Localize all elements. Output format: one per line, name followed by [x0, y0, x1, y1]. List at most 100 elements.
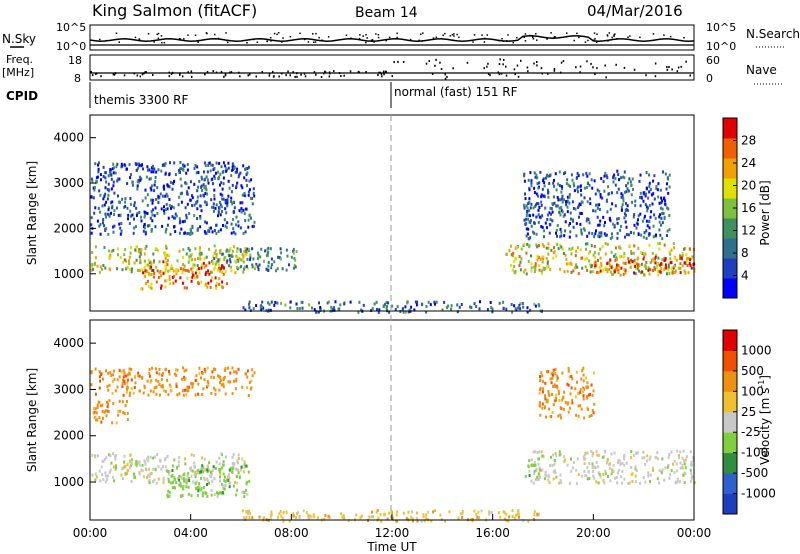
nsearch-point [451, 39, 454, 41]
echo-cell [154, 175, 157, 179]
echo-cell [502, 307, 505, 310]
colorbar-tick-label: 28 [741, 134, 756, 148]
echo-cell [138, 180, 140, 184]
echo-cell [206, 192, 208, 196]
echo-cell [133, 261, 136, 265]
echo-cell [307, 516, 310, 520]
x-tick-label: 04:00 [173, 526, 208, 540]
echo-cell [470, 517, 473, 521]
nsky-strip [89, 24, 695, 51]
echo-cell [165, 203, 168, 206]
echo-cell [602, 180, 605, 184]
echo-cell [243, 491, 246, 495]
echo-cell [557, 182, 560, 186]
nave-point [500, 72, 503, 75]
echo-cell [212, 465, 215, 469]
echo-cell [222, 463, 225, 467]
echo-cell [126, 385, 129, 389]
nave-point [294, 75, 296, 78]
nave-point [590, 62, 592, 65]
echo-cell [686, 264, 689, 267]
echo-cell [143, 215, 146, 219]
echo-cell [681, 254, 684, 258]
echo-cell [110, 461, 113, 465]
echo-cell [606, 458, 609, 462]
echo-cell [177, 464, 180, 468]
echo-cell [158, 271, 161, 275]
echo-cell [579, 222, 582, 226]
echo-cell [545, 226, 548, 230]
echo-cell [161, 194, 164, 198]
echo-cell [631, 480, 634, 483]
echo-cell [604, 472, 607, 476]
echo-cell [653, 197, 656, 201]
nsearch-point [593, 32, 596, 34]
echo-cell [591, 466, 594, 470]
nave-point [255, 75, 257, 78]
nsearch-axis-top: 10^5 [706, 21, 736, 34]
echo-cell [150, 170, 153, 174]
echo-cell [561, 398, 564, 402]
echo-cell [226, 221, 229, 225]
echo-cell [172, 486, 175, 489]
echo-cell [113, 209, 116, 213]
echo-cell [526, 242, 529, 246]
echo-cell [207, 281, 210, 285]
echo-cell [174, 478, 177, 481]
echo-cell [180, 227, 183, 231]
echo-cell [202, 387, 205, 391]
echo-cell [631, 260, 634, 264]
echo-cell [586, 200, 589, 204]
echo-cell [610, 452, 613, 456]
echo-cell [618, 265, 621, 269]
echo-cell [149, 186, 152, 190]
echo-cell [217, 263, 220, 267]
echo-cell [445, 306, 448, 310]
echo-cell [130, 386, 133, 390]
echo-cell [665, 187, 668, 191]
echo-cell [218, 462, 221, 466]
echo-cell [661, 199, 664, 203]
echo-cell [204, 370, 207, 374]
echo-cell [151, 213, 154, 217]
echo-cell [574, 266, 577, 270]
echo-cell [176, 368, 179, 372]
echo-cell [122, 378, 124, 382]
echo-cell [236, 481, 239, 485]
echo-cell [202, 193, 205, 197]
echo-cell [130, 246, 133, 249]
echo-cell [141, 268, 144, 272]
echo-cell [249, 255, 252, 259]
echo-cell [122, 393, 125, 397]
echo-cell [126, 472, 129, 475]
echo-cell [167, 216, 170, 220]
echo-cell [228, 257, 231, 261]
echo-cell [92, 196, 95, 200]
echo-cell [541, 374, 544, 378]
echo-cell [664, 202, 667, 206]
nsearch-point [501, 38, 503, 40]
nsearch-point [365, 41, 367, 44]
echo-cell [562, 455, 565, 459]
echo-cell [182, 477, 185, 480]
echo-cell [511, 310, 514, 314]
echo-cell [225, 211, 228, 215]
colorbar-swatch [723, 138, 737, 159]
echo-cell [207, 161, 210, 165]
date-title: 04/Mar/2016 [587, 2, 683, 20]
nave-point [487, 73, 490, 75]
echo-cell [166, 263, 169, 267]
echo-cell [641, 252, 644, 256]
echo-cell [434, 302, 436, 306]
nave-point [434, 64, 436, 67]
echo-cell [229, 380, 232, 384]
echo-cell [219, 378, 222, 382]
echo-cell [191, 224, 194, 228]
echo-cell [475, 305, 478, 308]
nave-point [91, 74, 94, 77]
echo-cell [662, 170, 664, 174]
echo-cell [90, 268, 93, 272]
echo-cell [122, 369, 125, 373]
echo-cell [505, 307, 508, 311]
echo-cell [612, 469, 615, 473]
